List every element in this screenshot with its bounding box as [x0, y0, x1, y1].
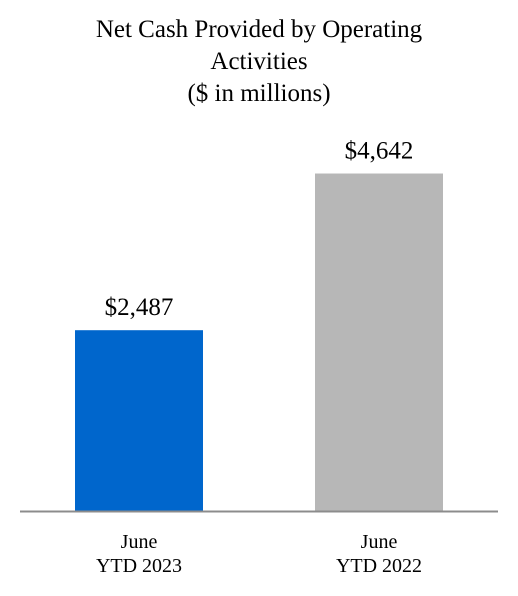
x-tick-label-1-line-2: YTD 2023 — [96, 555, 182, 577]
chart-title-line-1: Net Cash Provided by Operating — [95, 16, 423, 43]
x-tick-label-2-line-1: June — [361, 531, 398, 553]
chart-title-line-3: ($ in millions) — [187, 80, 331, 107]
bar-2 — [315, 173, 443, 511]
data-label-2: $4,642 — [345, 138, 414, 165]
x-tick-label-2-line-2: YTD 2022 — [336, 555, 422, 577]
bar-1 — [75, 330, 203, 511]
data-label-1: $2,487 — [105, 294, 174, 321]
x-tick-label-1-line-1: June — [121, 531, 158, 553]
chart-title-line-2: Activities — [210, 48, 308, 75]
chart-title: Net Cash Provided by Operating Activitie… — [0, 14, 518, 110]
